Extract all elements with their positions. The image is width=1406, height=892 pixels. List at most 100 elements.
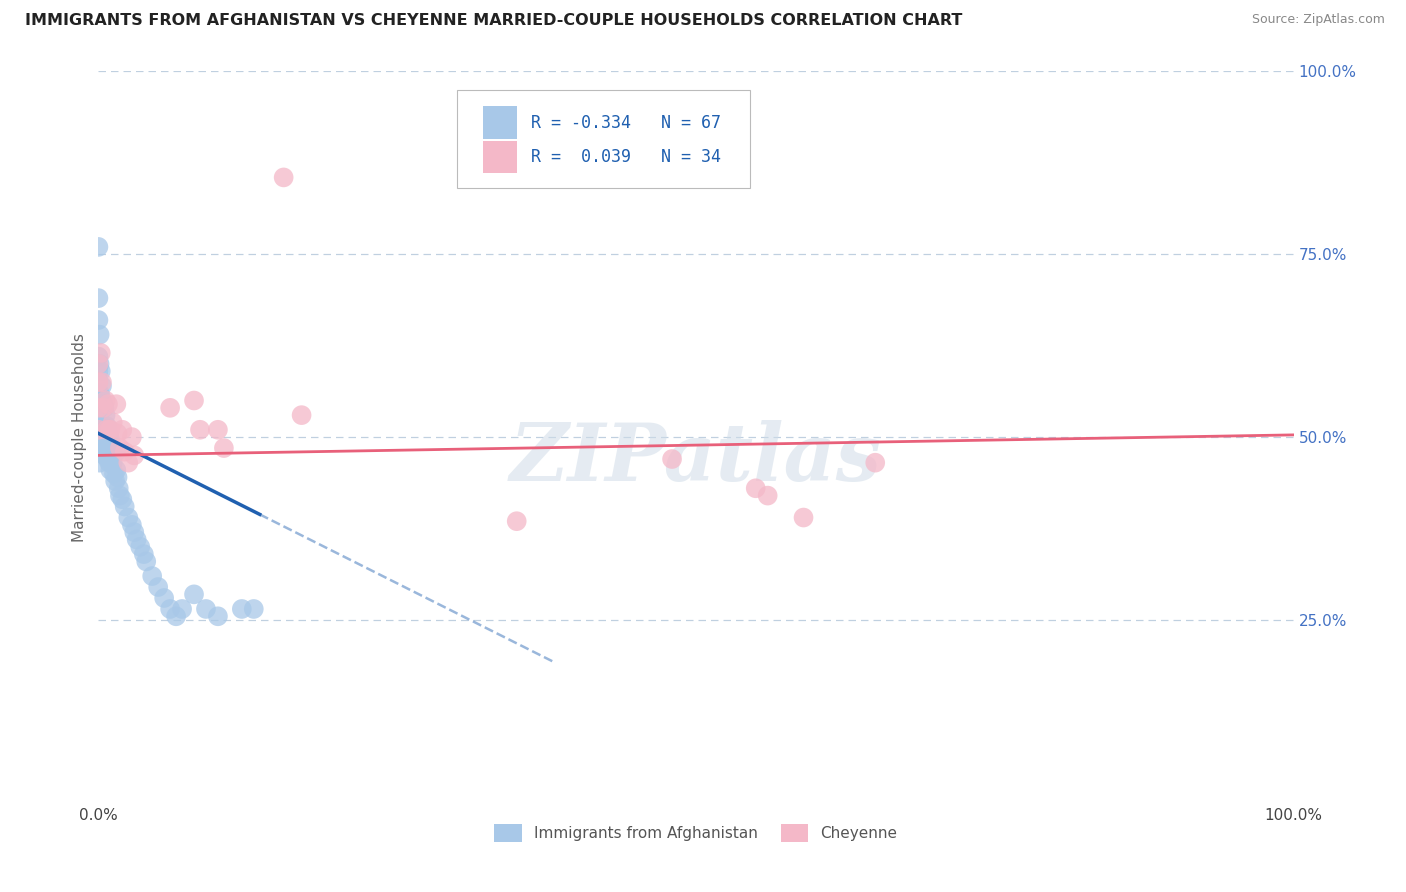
Point [121,430,143,444]
Point [243,602,266,616]
Text: ZIPatlas: ZIPatlas [510,420,882,498]
Point [105,463,128,477]
Point [105,444,128,458]
Point [87,376,110,390]
Point [148,580,170,594]
Point [195,602,218,616]
Point [207,423,229,437]
Point [793,510,815,524]
Point [91,423,114,437]
Point [87,313,110,327]
Point [141,569,163,583]
Point [97,426,120,441]
Point [90,364,112,378]
Point [183,393,205,408]
Point [91,423,114,437]
Point [98,430,121,444]
Point [89,437,111,451]
Point [506,514,529,528]
Point [183,587,205,601]
Point [91,444,114,458]
Point [108,441,131,455]
FancyBboxPatch shape [484,106,517,138]
Point [114,444,136,458]
Legend: Immigrants from Afghanistan, Cheyenne: Immigrants from Afghanistan, Cheyenne [488,818,904,847]
Text: R = -0.334   N = 67: R = -0.334 N = 67 [531,113,721,131]
Point [231,602,253,616]
Point [91,444,114,458]
Point [90,437,112,451]
Point [91,401,114,415]
Point [87,423,110,437]
Point [94,408,117,422]
Point [87,350,110,364]
Point [124,448,146,462]
Point [89,456,111,470]
Point [93,401,115,415]
Text: Source: ZipAtlas.com: Source: ZipAtlas.com [1251,13,1385,27]
FancyBboxPatch shape [484,141,517,173]
Point [98,423,122,437]
Point [172,602,194,616]
Point [107,481,129,495]
Point [117,456,139,470]
Point [91,379,114,393]
Point [90,346,112,360]
Point [103,467,125,481]
Point [159,401,181,415]
Point [212,441,235,455]
Point [97,397,120,411]
Point [291,408,314,422]
Point [125,533,148,547]
Point [87,444,110,458]
Point [114,500,136,514]
Y-axis label: Married-couple Households: Married-couple Households [72,333,87,541]
Text: R =  0.039   N = 34: R = 0.039 N = 34 [531,148,721,166]
Point [87,291,110,305]
Point [94,437,117,451]
Point [96,441,118,455]
Point [94,393,117,408]
Point [129,540,152,554]
Point [97,452,120,467]
Point [165,609,187,624]
Point [124,525,146,540]
Point [98,456,121,470]
Point [87,401,110,415]
Point [93,426,115,441]
Point [96,419,118,434]
Point [100,444,122,458]
Point [87,240,110,254]
Point [98,434,122,448]
Point [87,401,110,415]
Point [98,463,122,477]
Point [90,390,112,404]
Point [865,456,887,470]
Point [101,416,124,430]
Point [104,474,127,488]
Point [121,517,143,532]
Point [91,376,114,390]
Point [111,492,134,507]
Point [117,510,139,524]
Point [661,452,683,467]
Point [101,456,124,470]
Point [87,416,110,430]
Point [135,554,157,568]
Point [107,470,129,484]
Point [159,602,181,616]
Point [89,327,111,342]
Point [105,397,128,411]
Point [89,357,111,371]
Point [87,364,110,378]
Point [93,448,115,462]
Point [98,423,121,437]
Point [89,386,111,401]
Point [87,357,110,371]
Point [273,170,295,185]
Point [108,489,131,503]
Point [91,397,114,411]
Point [90,416,112,430]
Point [153,591,176,605]
Point [745,481,768,495]
